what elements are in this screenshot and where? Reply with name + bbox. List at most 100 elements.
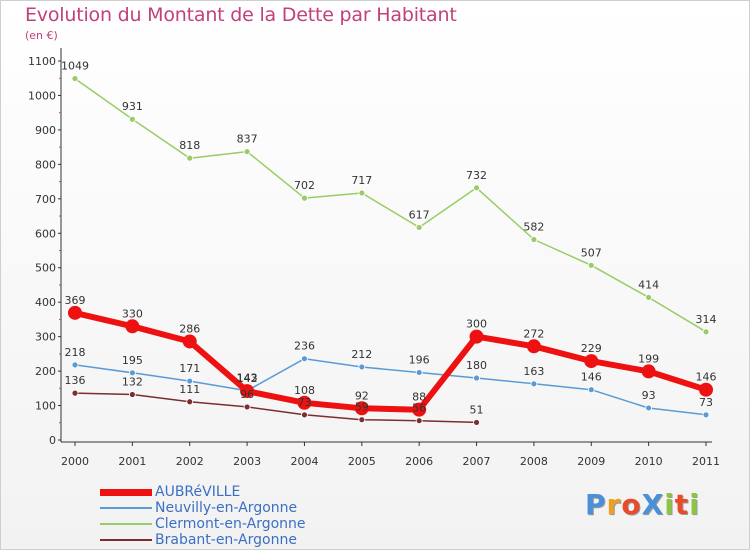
data-label: 414	[638, 278, 659, 291]
chart-unit: (en €)	[25, 29, 58, 42]
data-label: 88	[412, 391, 426, 404]
data-point	[297, 395, 312, 410]
logo-letter: t	[674, 488, 690, 521]
logo-letter: r	[606, 488, 622, 521]
x-tick-label: 2002	[176, 455, 204, 468]
legend-swatch	[100, 539, 152, 541]
data-point	[412, 402, 427, 417]
y-tick-label: 600	[35, 227, 56, 240]
data-label: 56	[412, 402, 426, 415]
y-tick-label: 700	[35, 193, 56, 206]
y-tick-label: 500	[35, 262, 56, 275]
data-point	[358, 416, 366, 424]
data-point	[415, 369, 423, 376]
logo-letter: P	[585, 488, 607, 521]
y-tick-label: 0	[49, 434, 56, 447]
data-point	[699, 382, 713, 397]
data-label: 199	[638, 352, 659, 365]
data-label: 837	[237, 133, 258, 146]
data-label: 171	[179, 362, 200, 375]
data-label: 59	[355, 401, 369, 414]
logo-letter: i	[664, 488, 675, 521]
data-point	[645, 404, 653, 412]
data-label: 146	[696, 371, 717, 384]
series-line-0	[72, 309, 709, 413]
x-tick-label: 2004	[290, 455, 318, 468]
data-label: 108	[294, 384, 315, 397]
data-label: 717	[351, 174, 372, 187]
legend-swatch	[100, 507, 152, 509]
data-label: 146	[581, 371, 602, 384]
data-label: 1049	[61, 60, 89, 73]
x-tick-label: 2008	[520, 455, 548, 468]
legend-swatch	[100, 488, 152, 496]
data-label: 507	[581, 246, 602, 259]
data-point	[530, 236, 538, 243]
logo-letter: i	[689, 488, 700, 521]
data-label: 272	[523, 327, 544, 340]
data-label: 314	[696, 313, 717, 326]
data-label: 73	[297, 396, 311, 409]
y-tick-label: 800	[35, 158, 56, 171]
data-label: 132	[122, 376, 143, 389]
data-label: 818	[179, 139, 200, 152]
data-label: 617	[409, 208, 430, 221]
data-label: 196	[409, 353, 430, 366]
data-label: 229	[581, 342, 602, 355]
data-point	[469, 329, 484, 344]
series-line-3	[74, 392, 478, 424]
x-tick-label: 2005	[348, 455, 376, 468]
data-label: 163	[523, 365, 544, 378]
data-point	[71, 361, 79, 369]
data-point	[71, 389, 79, 397]
logo-letter: o	[621, 488, 642, 521]
data-point	[473, 184, 480, 192]
data-point	[243, 148, 251, 156]
x-tick-label: 2001	[118, 455, 146, 468]
data-point	[301, 194, 308, 202]
data-label: 93	[642, 389, 656, 402]
data-point	[584, 354, 599, 369]
data-point	[301, 411, 308, 419]
legend-label: Clermont-en-Argonne	[155, 516, 306, 532]
data-point	[240, 384, 255, 399]
data-label: 73	[699, 396, 713, 409]
x-tick-label: 2009	[577, 455, 605, 468]
data-point	[243, 403, 251, 411]
data-point	[415, 224, 423, 231]
data-label: 236	[294, 340, 315, 353]
data-label: 369	[65, 294, 86, 307]
data-point	[645, 293, 653, 301]
data-point	[128, 391, 136, 398]
data-point	[128, 369, 136, 377]
data-point	[358, 189, 366, 197]
data-point	[587, 386, 595, 394]
data-point	[125, 319, 140, 334]
data-point	[71, 75, 79, 82]
data-label: 195	[122, 354, 143, 367]
data-point	[186, 377, 194, 385]
data-label: 300	[466, 318, 487, 331]
x-tick-label: 2006	[405, 455, 433, 468]
x-tick-label: 2000	[61, 455, 89, 468]
data-label: 931	[122, 100, 143, 113]
data-point	[587, 261, 595, 269]
data-label: 582	[523, 220, 544, 233]
series-line-2	[74, 77, 707, 333]
data-point	[301, 355, 308, 363]
data-label: 218	[65, 346, 86, 359]
data-point	[641, 364, 656, 379]
x-tick-label: 2011	[692, 455, 720, 468]
proxiti-logo: ProXiti	[585, 488, 700, 521]
data-label: 702	[294, 179, 315, 192]
data-point	[702, 328, 710, 336]
data-point	[68, 305, 82, 320]
legend-label: Neuvilly-en-Argonne	[155, 500, 298, 516]
data-label: 111	[179, 383, 200, 396]
data-point	[473, 374, 480, 382]
data-label: 96	[240, 388, 254, 401]
y-tick-label: 400	[35, 296, 56, 309]
data-label: 51	[470, 403, 484, 416]
data-label: 330	[122, 307, 143, 320]
